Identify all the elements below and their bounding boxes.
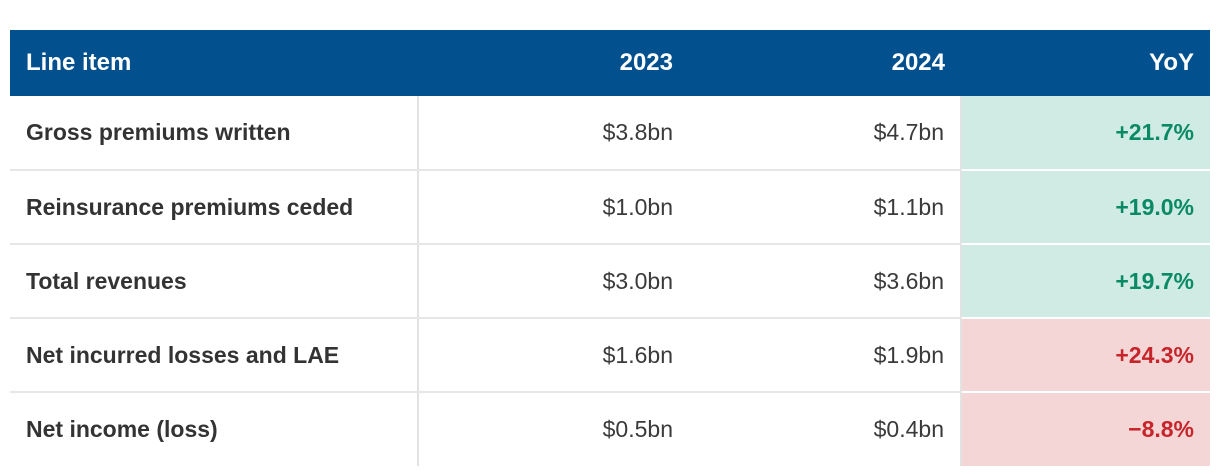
yoy-change-cell: +24.3% <box>960 318 1210 393</box>
table-row: Reinsurance premiums ceded $1.0bn $1.1bn… <box>10 170 1210 245</box>
line-item-cell: Gross premiums written <box>10 96 419 171</box>
yoy-change-cell: −8.8% <box>960 392 1210 466</box>
financial-summary-table: Line item 2023 2024 YoY Gross premiums w… <box>10 30 1210 466</box>
header-row: Line item 2023 2024 YoY <box>10 30 1210 96</box>
table-body: Gross premiums written $3.8bn $4.7bn +21… <box>10 96 1210 466</box>
value-2024-cell: $0.4bn <box>873 416 944 442</box>
table-header: Line item 2023 2024 YoY <box>10 30 1210 96</box>
value-2024-cell: $4.7bn <box>689 96 961 171</box>
yoy-change-cell: +19.0% <box>960 170 1210 245</box>
header-line-item: Line item <box>10 30 418 96</box>
value-2024-cell: $1.1bn <box>689 170 961 245</box>
value-2023-cell: $1.6bn <box>418 318 689 393</box>
value-2023-cell: $3.0bn <box>418 244 689 319</box>
line-item-cell: Reinsurance premiums ceded <box>10 170 419 245</box>
yoy-change-cell: +21.7% <box>960 96 1210 171</box>
line-item-cell: Total revenues <box>10 244 419 319</box>
table-row: Total revenues $3.0bn $3.6bn +19.7% <box>10 244 1210 319</box>
value-2024-cell: $3.6bn <box>689 244 961 319</box>
header-yoy: YoY <box>961 30 1210 96</box>
line-item-cell: Net incurred losses and LAE <box>10 318 419 393</box>
header-2024: 2024 <box>689 30 961 96</box>
yoy-change-cell: +19.7% <box>960 244 1210 319</box>
value-2023-cell: $0.5bn <box>602 416 673 442</box>
table-row: Net income (loss) $0.5bn $0.4bn −8.8% <box>10 392 1210 466</box>
line-item-cell: Net income (loss) <box>10 392 419 466</box>
table-row: Net incurred losses and LAE $1.6bn $1.9b… <box>10 318 1210 393</box>
value-2024-cell: $1.9bn <box>689 318 961 393</box>
header-2023: 2023 <box>418 30 689 96</box>
table-row: Gross premiums written $3.8bn $4.7bn +21… <box>10 96 1210 171</box>
value-2023-cell: $3.8bn <box>418 96 689 171</box>
value-2023-cell: $1.0bn <box>418 170 689 245</box>
